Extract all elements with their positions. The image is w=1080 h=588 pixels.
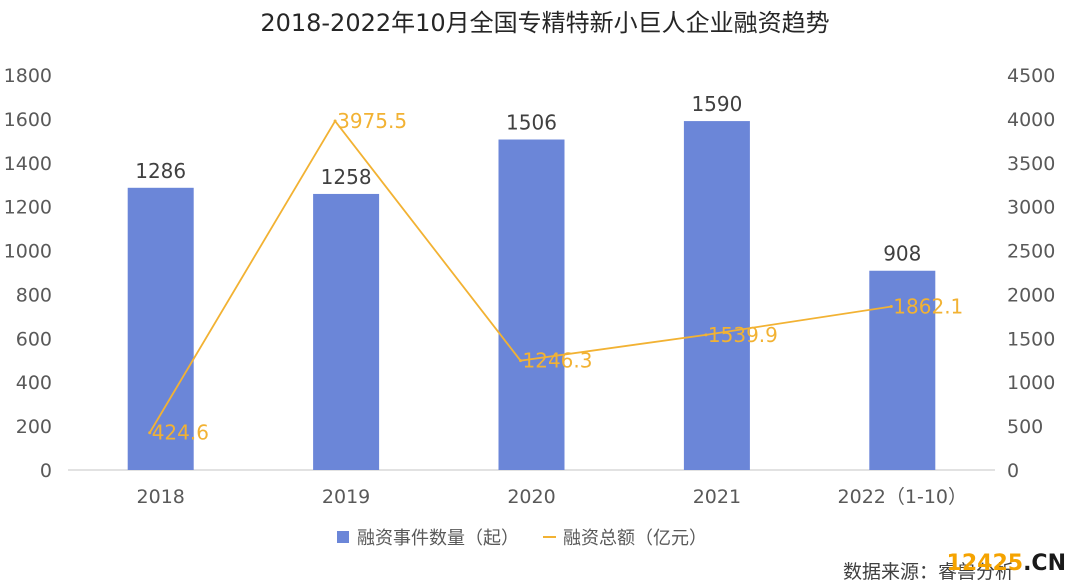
right-tick-label: 4500: [1007, 65, 1055, 87]
right-tick-label: 3500: [1007, 153, 1055, 175]
legend-line-label: 融资总额（亿元）: [563, 528, 707, 549]
left-tick-label: 1600: [4, 109, 52, 131]
bar-data-label: 1258: [321, 165, 372, 189]
chart-title: 2018-2022年10月全国专精特新小巨人企业融资趋势: [260, 9, 829, 37]
x-tick-label: 2019: [322, 486, 370, 508]
bar: [313, 193, 380, 470]
left-tick-label: 0: [40, 460, 52, 482]
x-axis: 2018 2019 2020 2021 2022（1-10）: [137, 486, 968, 508]
x-tick-label: 2018: [137, 486, 185, 508]
bar: [498, 139, 565, 470]
line-data-label: 424.6: [152, 421, 209, 445]
line-data-label: 3975.5: [337, 109, 407, 133]
line-data-label: 1539.9: [708, 323, 778, 347]
line-point: [889, 305, 893, 309]
left-axis: 0 200 400 600 800 1000 1200 1400 1600 1800: [4, 65, 52, 482]
legend-bar-label: 融资事件数量（起）: [357, 528, 519, 549]
right-tick-label: 3000: [1007, 197, 1055, 219]
legend: 融资事件数量（起） 融资总额（亿元）: [337, 528, 707, 549]
line-data-label: 1862.1: [893, 295, 963, 319]
bar-series: 1286 1258 1506 1590 908: [127, 92, 936, 471]
left-tick-label: 1000: [4, 241, 52, 263]
line-point: [333, 119, 337, 123]
x-tick-label: 2021: [693, 486, 741, 508]
bar-data-label: 1286: [135, 159, 186, 183]
x-tick-label: 2020: [507, 486, 555, 508]
right-tick-label: 1500: [1007, 328, 1055, 350]
bar-data-label: 908: [883, 242, 921, 266]
bar: [127, 187, 194, 471]
watermark-suffix: .CN: [1023, 551, 1066, 576]
right-tick-label: 500: [1007, 416, 1043, 438]
right-tick-label: 2500: [1007, 241, 1055, 263]
bar: [683, 121, 750, 470]
right-tick-label: 0: [1007, 460, 1019, 482]
bar: [869, 270, 936, 470]
line-point: [704, 333, 708, 337]
left-tick-label: 600: [16, 328, 52, 350]
left-tick-label: 800: [16, 284, 52, 306]
right-tick-label: 4000: [1007, 109, 1055, 131]
svg-text:12425.CN: 12425.CN: [947, 551, 1066, 576]
line-series: 424.6 3975.5 1246.3 1539.9 1862.1: [148, 109, 963, 445]
x-tick-label: 2022（1-10）: [838, 486, 967, 508]
watermark-digits: 12425: [947, 551, 1024, 576]
right-tick-label: 1000: [1007, 372, 1055, 394]
left-tick-label: 200: [16, 416, 52, 438]
bar-data-label: 1506: [506, 111, 557, 135]
left-tick-label: 400: [16, 372, 52, 394]
left-tick-label: 1800: [4, 65, 52, 87]
right-tick-label: 2000: [1007, 284, 1055, 306]
source-note: 数据来源：睿兽分析: [843, 561, 1014, 583]
legend-bar-swatch: [337, 531, 349, 543]
watermark: 12425.CN: [947, 551, 1066, 576]
line-point: [519, 359, 522, 363]
bar-data-label: 1590: [691, 92, 742, 116]
left-tick-label: 1200: [4, 197, 52, 219]
right-axis: 0 500 1000 1500 2000 2500 3000 3500 4000 4500: [1007, 65, 1055, 482]
left-tick-label: 1400: [4, 153, 52, 175]
line-data-label: 1246.3: [523, 349, 593, 373]
line-point: [148, 431, 152, 435]
